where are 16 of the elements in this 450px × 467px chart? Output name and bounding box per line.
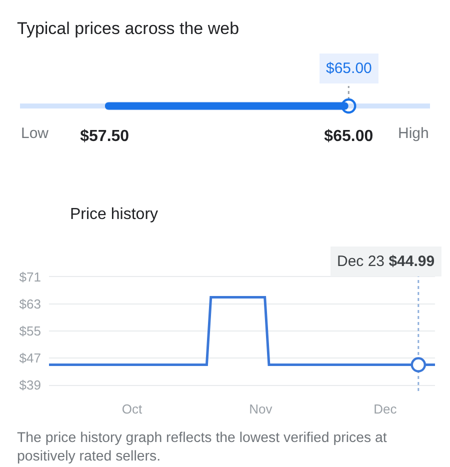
y-tick-label: $47 xyxy=(19,350,41,366)
y-tick-label: $55 xyxy=(19,324,41,339)
chart-title: Typical prices across the web xyxy=(17,19,240,38)
x-tick-label: $57.50 xyxy=(80,128,130,145)
text: High xyxy=(398,125,429,142)
text: Low xyxy=(21,125,49,142)
x-tick-label: Nov xyxy=(249,402,273,417)
chart-title: Price history xyxy=(70,206,158,223)
text: The price history graph reflects the lowest verified prices at positively rated sellers. xyxy=(17,430,387,464)
x-tick-label: Dec xyxy=(374,402,398,417)
x-tick-label: Oct xyxy=(122,402,143,417)
ref-line-label: $65.00 xyxy=(326,60,372,77)
y-tick-label: $39 xyxy=(19,378,41,393)
y-tick-label: $63 xyxy=(19,296,41,312)
y-tick-label: $71 xyxy=(19,270,41,285)
ref-line-label: Dec 23 $44.99 xyxy=(337,253,435,270)
